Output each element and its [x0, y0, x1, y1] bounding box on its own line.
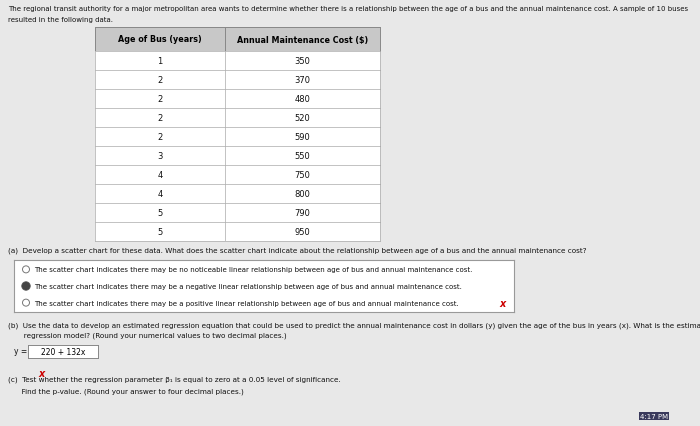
Text: The scatter chart indicates there may be no noticeable linear relationship betwe: The scatter chart indicates there may be… — [34, 267, 473, 273]
Text: x: x — [500, 298, 506, 308]
Text: 5: 5 — [158, 208, 162, 218]
Text: 800: 800 — [295, 190, 310, 199]
Text: Annual Maintenance Cost ($): Annual Maintenance Cost ($) — [237, 35, 368, 44]
Text: x: x — [38, 368, 44, 378]
Text: 2: 2 — [158, 95, 162, 104]
Text: 4:17 PM: 4:17 PM — [640, 413, 668, 419]
Text: 1: 1 — [158, 57, 162, 66]
Text: The regional transit authority for a major metropolitan area wants to determine : The regional transit authority for a maj… — [8, 6, 688, 12]
Text: (b)  Use the data to develop an estimated regression equation that could be used: (b) Use the data to develop an estimated… — [8, 322, 700, 329]
Text: 370: 370 — [295, 76, 311, 85]
Text: 5: 5 — [158, 227, 162, 236]
Text: 4: 4 — [158, 190, 162, 199]
Text: (c)  Test whether the regression parameter β₁ is equal to zero at a 0.05 level o: (c) Test whether the regression paramete… — [8, 376, 341, 383]
Text: Age of Bus (years): Age of Bus (years) — [118, 35, 202, 44]
Text: 2: 2 — [158, 132, 162, 142]
Text: y =: y = — [14, 346, 27, 355]
Text: The scatter chart indicates there may be a positive linear relationship between : The scatter chart indicates there may be… — [34, 300, 459, 306]
Text: 790: 790 — [295, 208, 310, 218]
Text: 950: 950 — [295, 227, 310, 236]
Text: 590: 590 — [295, 132, 310, 142]
Text: 550: 550 — [295, 152, 310, 161]
Text: 4: 4 — [158, 170, 162, 180]
Text: 220 + 132x: 220 + 132x — [41, 347, 85, 356]
Text: 3: 3 — [158, 152, 162, 161]
Text: Find the p-value. (Round your answer to four decimal places.): Find the p-value. (Round your answer to … — [8, 388, 244, 394]
Text: regression model? (Round your numerical values to two decimal places.): regression model? (Round your numerical … — [8, 332, 286, 339]
Text: resulted in the following data.: resulted in the following data. — [8, 17, 113, 23]
Circle shape — [22, 283, 29, 290]
Text: 520: 520 — [295, 114, 310, 123]
Text: 2: 2 — [158, 76, 162, 85]
Text: 750: 750 — [295, 170, 310, 180]
Text: 480: 480 — [295, 95, 310, 104]
Text: (a)  Develop a scatter chart for these data. What does the scatter chart indicat: (a) Develop a scatter chart for these da… — [8, 248, 587, 254]
Text: 2: 2 — [158, 114, 162, 123]
Text: The scatter chart indicates there may be a negative linear relationship between : The scatter chart indicates there may be… — [34, 283, 463, 289]
Text: 350: 350 — [295, 57, 310, 66]
